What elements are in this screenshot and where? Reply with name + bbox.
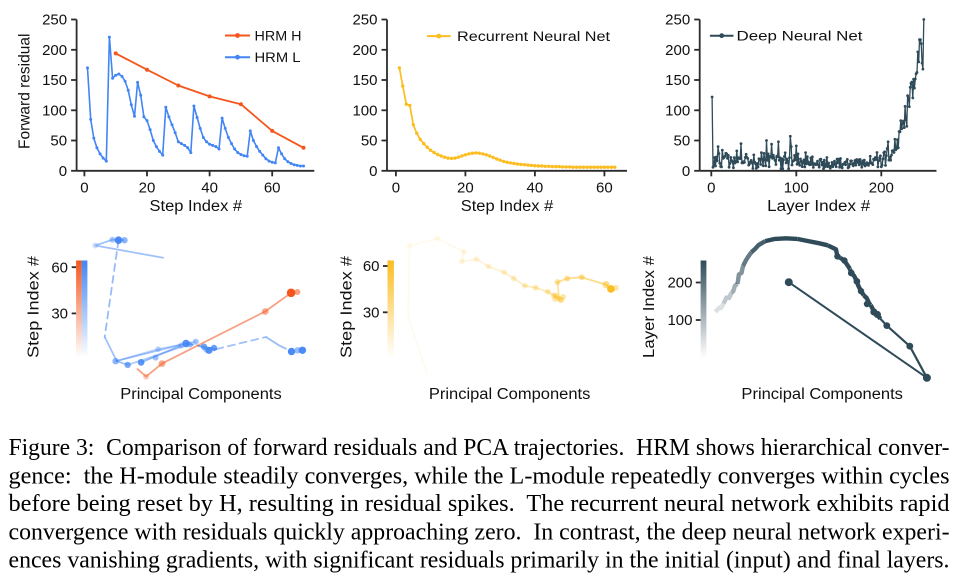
svg-text:60: 60 bbox=[363, 258, 380, 275]
svg-text:150: 150 bbox=[42, 72, 67, 89]
svg-text:20: 20 bbox=[139, 180, 156, 197]
svg-text:Step Index #: Step Index # bbox=[339, 256, 356, 358]
svg-text:60: 60 bbox=[596, 180, 613, 197]
svg-text:Layer Index #: Layer Index # bbox=[767, 198, 870, 215]
svg-text:50: 50 bbox=[361, 133, 378, 150]
svg-text:Step Index #: Step Index # bbox=[26, 256, 43, 358]
svg-text:100: 100 bbox=[665, 103, 690, 120]
svg-text:Principal Components: Principal Components bbox=[741, 386, 903, 403]
svg-text:150: 150 bbox=[352, 72, 377, 89]
svg-text:100: 100 bbox=[352, 103, 377, 120]
svg-text:50: 50 bbox=[50, 133, 67, 150]
svg-text:250: 250 bbox=[665, 12, 690, 29]
svg-text:30: 30 bbox=[363, 305, 380, 322]
svg-text:200: 200 bbox=[667, 275, 692, 292]
svg-text:50: 50 bbox=[674, 133, 691, 150]
svg-text:40: 40 bbox=[527, 180, 544, 197]
svg-text:Deep Neural Net: Deep Neural Net bbox=[737, 29, 863, 44]
svg-text:0: 0 bbox=[80, 180, 88, 197]
svg-text:Figure 3: Comparison of forwa: Figure 3: Comparison of forward residual… bbox=[9, 435, 950, 461]
svg-text:60: 60 bbox=[264, 180, 281, 197]
svg-text:0: 0 bbox=[369, 163, 377, 180]
svg-text:Principal Components: Principal Components bbox=[120, 386, 282, 403]
svg-text:100: 100 bbox=[42, 103, 67, 120]
svg-text:100: 100 bbox=[784, 180, 809, 197]
svg-text:0: 0 bbox=[682, 163, 690, 180]
svg-text:ences vanishing gradients, wit: ences vanishing gradients, with signific… bbox=[9, 548, 950, 574]
svg-text:100: 100 bbox=[667, 312, 692, 329]
svg-text:20: 20 bbox=[457, 180, 474, 197]
svg-text:Forward residual: Forward residual bbox=[17, 34, 34, 149]
svg-text:200: 200 bbox=[869, 180, 894, 197]
svg-text:Step Index #: Step Index # bbox=[461, 198, 554, 215]
svg-text:Principal Components: Principal Components bbox=[429, 386, 591, 403]
svg-text:Recurrent Neural Net: Recurrent Neural Net bbox=[457, 29, 610, 44]
svg-text:60: 60 bbox=[51, 259, 68, 276]
svg-text:200: 200 bbox=[352, 42, 377, 59]
svg-text:250: 250 bbox=[42, 12, 67, 29]
svg-text:HRM H: HRM H bbox=[255, 29, 302, 44]
svg-text:40: 40 bbox=[201, 180, 218, 197]
svg-text:before being reset by H, resul: before being reset by H, resulting in re… bbox=[9, 491, 950, 517]
svg-text:HRM L: HRM L bbox=[255, 50, 302, 65]
svg-text:30: 30 bbox=[51, 306, 68, 323]
svg-text:0: 0 bbox=[392, 180, 400, 197]
svg-text:Layer Index #: Layer Index # bbox=[641, 256, 658, 358]
svg-text:200: 200 bbox=[665, 42, 690, 59]
svg-text:Step Index #: Step Index # bbox=[150, 198, 243, 215]
svg-text:200: 200 bbox=[42, 42, 67, 59]
svg-text:150: 150 bbox=[665, 72, 690, 89]
svg-text:0: 0 bbox=[707, 180, 715, 197]
svg-text:250: 250 bbox=[352, 12, 377, 29]
svg-text:0: 0 bbox=[59, 163, 67, 180]
svg-text:convergence with residuals qui: convergence with residuals quickly appro… bbox=[9, 520, 950, 546]
svg-text:gence: the H-module steadily: gence: the H-module steadily converges, … bbox=[9, 463, 950, 489]
